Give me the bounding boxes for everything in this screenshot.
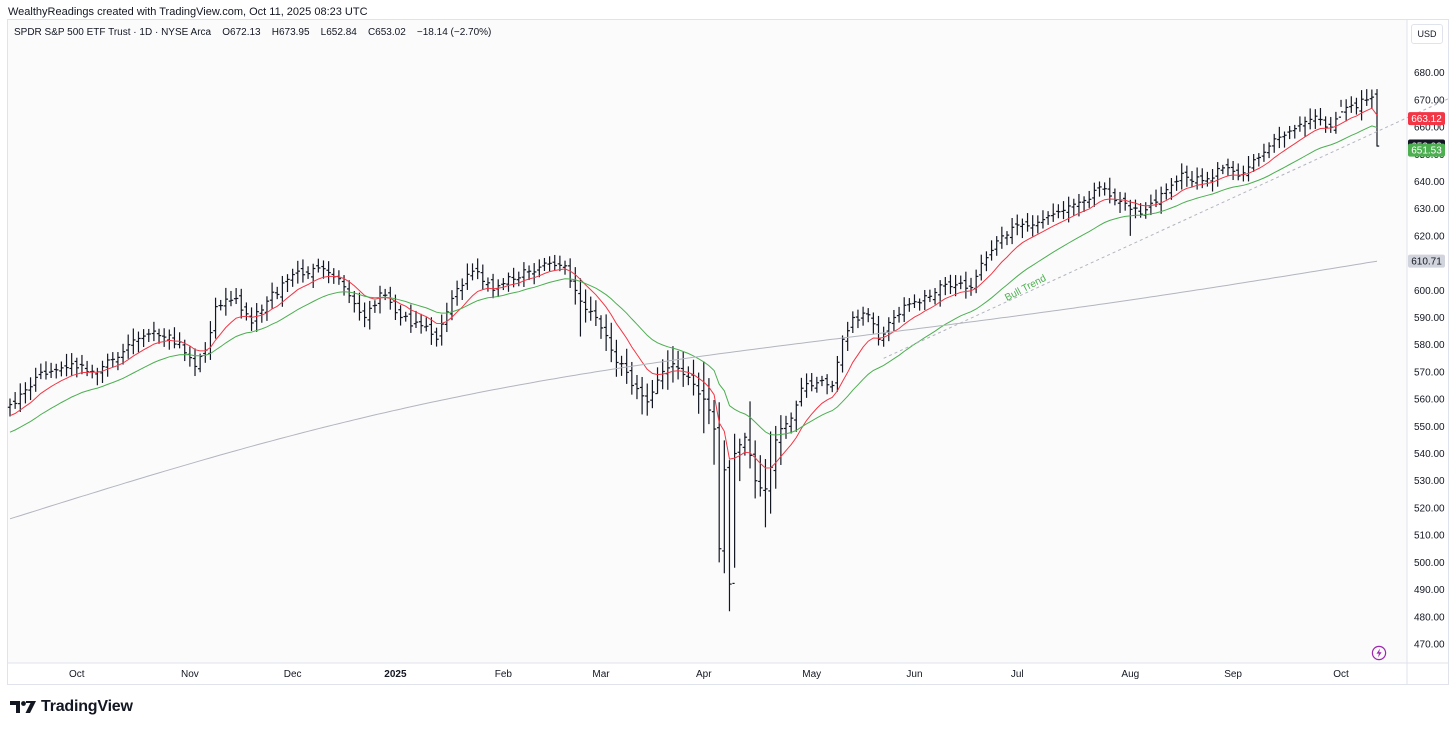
y-tick-label: 580.00 xyxy=(1414,340,1445,351)
plot-area xyxy=(8,20,1407,663)
ohlc-low: L652.84 xyxy=(320,27,357,38)
symbol-description: SPDR S&P 500 ETF Trust · 1D · NYSE Arca xyxy=(14,27,212,38)
x-tick-label: Sep xyxy=(1224,669,1242,680)
x-tick-label: Nov xyxy=(181,669,199,680)
x-tick-label: Jun xyxy=(906,669,922,680)
y-tick-label: 630.00 xyxy=(1414,204,1445,215)
y-tick-label: 510.00 xyxy=(1414,531,1445,542)
x-tick-label: Oct xyxy=(69,669,85,680)
x-tick-label: Feb xyxy=(495,669,513,680)
x-tick-label: 2025 xyxy=(384,669,407,680)
sma-slow-price-label-bg xyxy=(1408,254,1445,268)
x-tick-label: Aug xyxy=(1121,669,1139,680)
y-tick-label: 660.00 xyxy=(1414,123,1445,134)
moving-average-line xyxy=(9,107,1378,469)
ema-fast-price-label-bg xyxy=(1408,112,1445,126)
ohlc-open: O672.13 xyxy=(222,27,261,38)
ema-fast-price-label: 663.12 xyxy=(1411,114,1442,125)
y-tick-label: 670.00 xyxy=(1414,95,1445,106)
y-tick-label: 590.00 xyxy=(1414,313,1445,324)
y-tick-label: 680.00 xyxy=(1414,68,1445,79)
ohlc-close: C653.02 xyxy=(367,27,406,38)
y-tick-label: 530.00 xyxy=(1414,476,1445,487)
y-tick-label: 520.00 xyxy=(1414,503,1445,514)
y-tick-label: 550.00 xyxy=(1414,422,1445,433)
symbol-legend: SPDR S&P 500 ETF Trust · 1D · NYSE Arca … xyxy=(14,27,491,38)
lightning-bolt-icon[interactable] xyxy=(1371,645,1387,661)
x-tick-label: Apr xyxy=(696,669,712,680)
tradingview-wordmark: TradingView xyxy=(41,698,133,715)
currency-button[interactable]: USD xyxy=(1411,24,1443,44)
tradingview-mark-icon xyxy=(10,701,36,713)
moving-average-line xyxy=(9,260,1378,520)
y-tick-label: 540.00 xyxy=(1414,449,1445,460)
x-tick-label: Dec xyxy=(284,669,302,680)
x-tick-label: Mar xyxy=(592,669,610,680)
y-tick-label: 470.00 xyxy=(1414,639,1445,650)
x-tick-label: Oct xyxy=(1333,669,1349,680)
y-tick-label: 570.00 xyxy=(1414,367,1445,378)
y-tick-label: 480.00 xyxy=(1414,612,1445,623)
moving-average-line xyxy=(9,125,1378,436)
x-tick-label: May xyxy=(802,669,821,680)
ohlc-change: −18.14 (−2.70%) xyxy=(416,27,492,38)
y-tick-label: 620.00 xyxy=(1414,231,1445,242)
tradingview-logo[interactable]: TradingView xyxy=(10,698,133,716)
ema-mid-price-label-bg xyxy=(1408,143,1445,157)
ohlc-high: H673.95 xyxy=(271,27,310,38)
x-tick-label: Jul xyxy=(1011,669,1024,680)
y-tick-label: 560.00 xyxy=(1414,395,1445,406)
ema-mid-price-label: 651.53 xyxy=(1411,146,1442,157)
trend-line xyxy=(883,98,1450,359)
y-tick-label: 600.00 xyxy=(1414,286,1445,297)
sma-slow-price-label: 610.71 xyxy=(1411,257,1442,268)
chart-attribution: WealthyReadings created with TradingView… xyxy=(8,6,368,18)
y-tick-label: 640.00 xyxy=(1414,177,1445,188)
y-tick-label: 490.00 xyxy=(1414,585,1445,596)
y-tick-label: 500.00 xyxy=(1414,558,1445,569)
